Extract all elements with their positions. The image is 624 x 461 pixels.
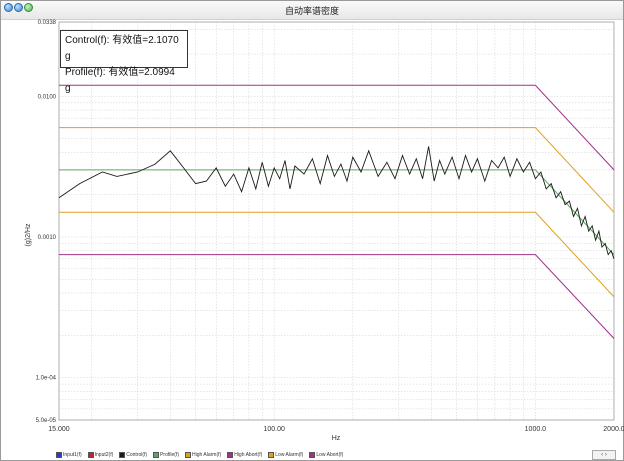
x-axis-label: Hz	[332, 435, 341, 442]
legend-item[interactable]: High Abort(f)	[227, 452, 262, 458]
legend-item[interactable]: Input2(f)	[87, 452, 114, 458]
legend-item[interactable]: Low Abort(f)	[309, 452, 343, 458]
y-axis-label: (g)2/Hz	[25, 223, 32, 246]
x-tick-label: 15.000	[48, 426, 70, 433]
legend-item-label: High Alarm(f)	[192, 452, 222, 458]
series-layer	[58, 84, 615, 339]
tick-labels: 0.0338 0.0100 0.0010 1.0e-04 5.0e-05 15.000 10…	[36, 20, 624, 433]
series-control-f	[58, 146, 615, 259]
checkbox-checked-icon[interactable]	[268, 452, 275, 458]
legend-item[interactable]: Input1(f)	[56, 452, 82, 458]
checkbox-checked-icon[interactable]	[309, 452, 316, 458]
checkbox-checked-icon[interactable]	[185, 452, 191, 458]
profile-rms-text: Profile(f): 有效值=2.0994 g	[65, 67, 175, 94]
grid	[59, 22, 614, 420]
checkbox-checked-icon[interactable]	[227, 452, 234, 458]
y-tick-label: 0.0010	[38, 235, 57, 241]
title-bar: 自动率谱密度	[1, 1, 623, 20]
legend-item-label: Profile(f)	[160, 452, 179, 458]
window-button-icon[interactable]	[4, 3, 13, 12]
series-legend: Input1(f) Input2(f) Control(f) Profile(f) Hi…	[56, 450, 343, 460]
legend-item[interactable]: Low Alarm(f)	[268, 452, 303, 458]
legend-item-label: Input2(f)	[94, 452, 114, 458]
window-buttons	[4, 3, 33, 12]
series-low-abort-f	[59, 254, 615, 339]
y-tick-label: 0.0338	[38, 20, 57, 26]
window-button-icon[interactable]	[14, 3, 23, 12]
series-high-alarm-f	[59, 127, 615, 213]
x-tick-label: 100.00	[263, 426, 285, 433]
legend-item[interactable]: Control(f)	[119, 452, 147, 458]
plot-area	[58, 21, 615, 421]
checkbox-icon[interactable]	[56, 452, 62, 458]
legend-scroll-arrows[interactable]: ‹ ›	[592, 450, 616, 460]
y-tick-label: 5.0e-05	[36, 418, 57, 424]
checkbox-icon[interactable]	[87, 452, 94, 458]
legend-item-label: Input1(f)	[63, 452, 82, 458]
legend-item[interactable]: Profile(f)	[153, 452, 179, 458]
y-tick-label: 1.0e-04	[36, 376, 57, 382]
window-button-icon[interactable]	[24, 3, 33, 12]
y-tick-label: 0.0100	[38, 94, 57, 100]
legend-item-label: Low Abort(f)	[316, 452, 344, 458]
control-rms-text: Control(f): 有效值=2.1070 g	[65, 35, 179, 62]
legend-item-label: High Abort(f)	[234, 452, 263, 458]
legend-item-label: Low Alarm(f)	[275, 452, 304, 458]
series-low-alarm-f	[59, 211, 615, 298]
legend-item-label: Control(f)	[126, 452, 148, 458]
x-tick-label: 2000.0	[603, 426, 624, 433]
checkbox-checked-icon[interactable]	[153, 452, 160, 458]
checkbox-checked-icon[interactable]	[119, 452, 126, 458]
rms-info-box: Control(f): 有效值=2.1070 g Profile(f): 有效值…	[60, 30, 188, 94]
series-high-abort-f	[59, 84, 615, 171]
x-tick-label: 1000.0	[525, 426, 547, 433]
window-title: 自动率谱密度	[284, 6, 339, 16]
legend-item[interactable]: High Alarm(f)	[185, 452, 221, 458]
